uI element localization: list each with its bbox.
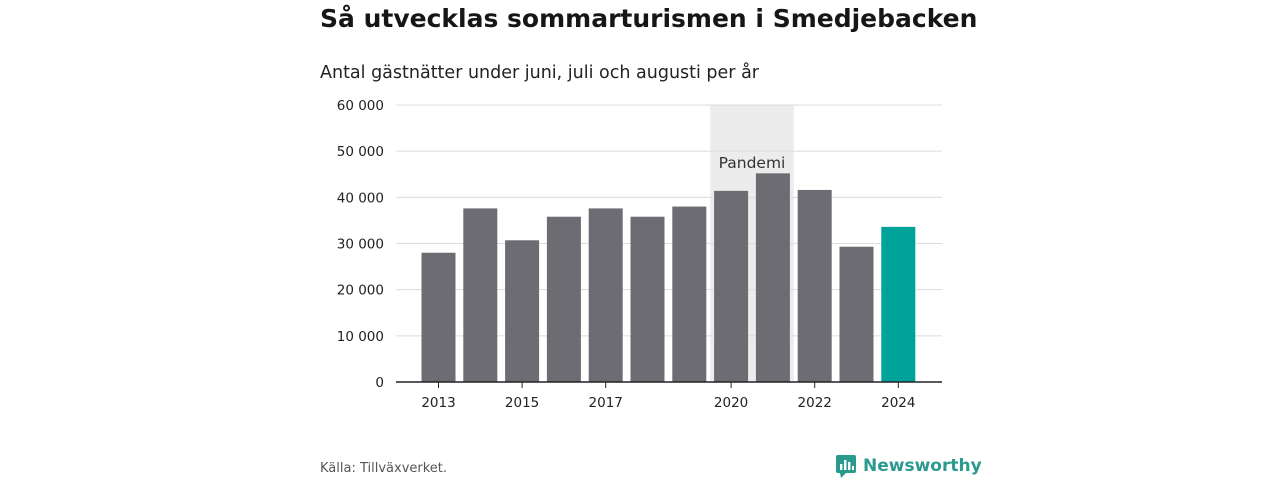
bar-2018 (630, 216, 665, 382)
chart-subtitle: Antal gästnätter under juni, juli och au… (320, 63, 759, 83)
y-tick-label: 0 (375, 375, 384, 391)
bars (421, 173, 916, 382)
bar-2022 (797, 189, 832, 382)
bar-2024 (881, 226, 916, 382)
chart-title: Så utvecklas sommarturismen i Smedjeback… (320, 4, 978, 33)
x-tick-label: 2015 (505, 395, 539, 411)
brand-logo: Newsworthy (835, 454, 982, 478)
y-tick-label: 30 000 (337, 237, 384, 253)
y-tick-label: 40 000 (337, 190, 384, 206)
y-tick-label: 10 000 (337, 329, 384, 345)
x-tick-label: 2013 (421, 395, 455, 411)
x-tick-label: 2020 (714, 395, 748, 411)
axes (396, 381, 942, 388)
pandemic-label: Pandemi (719, 154, 786, 172)
newsworthy-logo-icon (836, 455, 856, 478)
x-tick-label: 2022 (798, 395, 832, 411)
bar-2019 (672, 206, 707, 382)
bar-2023 (839, 246, 874, 382)
x-tick-label: 2017 (589, 395, 623, 411)
bar-2016 (546, 216, 581, 382)
y-tick-label: 50 000 (337, 144, 384, 160)
tick-labels: 0 10 000 20 000 30 000 40 000 50 000 60 000 201… (337, 98, 916, 411)
bar-2017 (588, 208, 623, 382)
x-tick-label: 2024 (881, 395, 915, 411)
source-note: Källa: Tillväxverket. (320, 461, 448, 476)
y-tick-label: 60 000 (337, 98, 384, 114)
bar-2013 (421, 252, 456, 382)
bar-2021 (755, 173, 790, 382)
y-tick-label: 20 000 (337, 283, 384, 299)
bar-2014 (463, 208, 498, 382)
brand-name: Newsworthy (863, 456, 982, 476)
bar-2015 (505, 240, 540, 382)
bar-chart: Pandemi 0 10 000 20 000 30 000 40 000 50 000 6… (337, 98, 942, 411)
bar-2020 (714, 190, 749, 382)
